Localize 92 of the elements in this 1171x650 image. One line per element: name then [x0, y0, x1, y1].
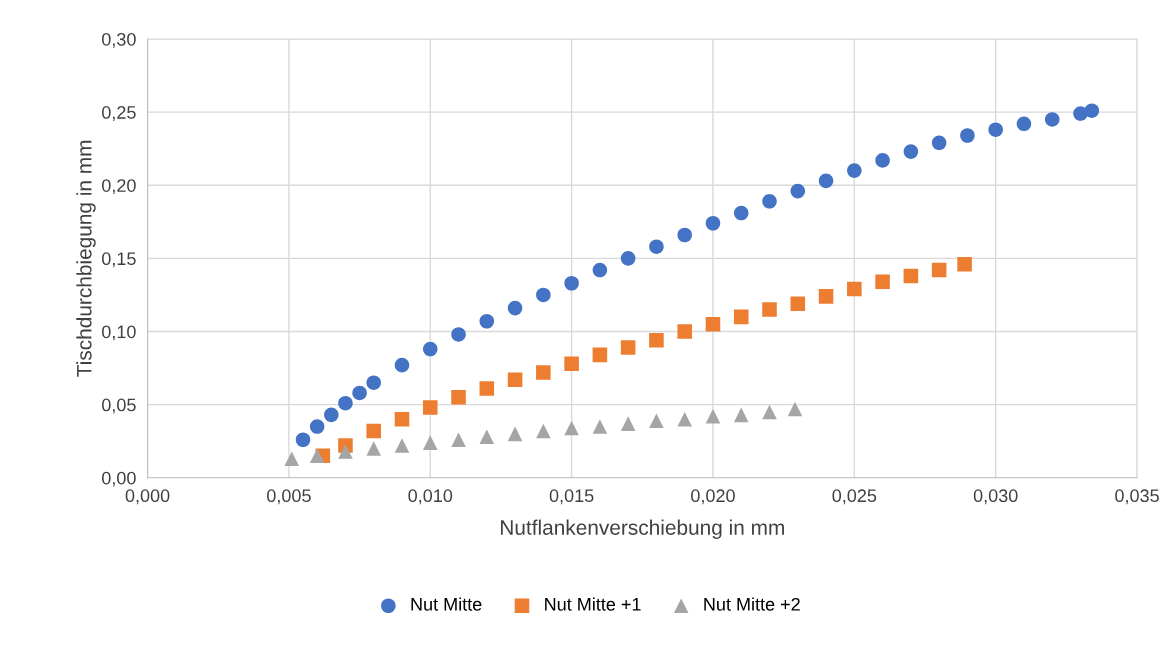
point [394, 438, 410, 453]
y-tick-label: 0,20 [102, 179, 136, 195]
point [620, 251, 636, 266]
point [931, 262, 947, 278]
legend-label: Nut Mitte [411, 597, 482, 611]
point [309, 419, 325, 434]
point [536, 287, 551, 303]
point [295, 432, 311, 448]
point [536, 423, 551, 439]
point [957, 256, 972, 272]
point [592, 419, 608, 434]
point [705, 409, 721, 424]
point [451, 390, 466, 405]
point [324, 407, 339, 423]
point [394, 357, 410, 373]
point [1044, 112, 1060, 127]
point [451, 432, 466, 448]
point [422, 400, 438, 415]
point [284, 451, 300, 467]
legend-label: Nut Mitte +2 [704, 597, 800, 611]
point [338, 395, 353, 411]
point [903, 144, 919, 159]
point [733, 205, 749, 221]
x-tick-label: 0,035 [1115, 489, 1159, 505]
point [366, 441, 381, 456]
point [352, 385, 367, 401]
point [649, 413, 664, 428]
point [762, 194, 777, 209]
x-tick-label: 0,005 [267, 489, 311, 505]
y-tick-label: 0,00 [102, 471, 136, 487]
point [338, 444, 353, 459]
y-tick-label: 0,15 [102, 252, 136, 268]
point [620, 340, 636, 355]
point [705, 215, 721, 231]
point [875, 153, 890, 168]
point [366, 375, 381, 390]
point [592, 262, 608, 278]
point [1084, 103, 1100, 118]
point [536, 365, 551, 380]
point [677, 411, 692, 427]
point [790, 183, 806, 199]
point [422, 435, 438, 450]
point [564, 275, 579, 291]
point [507, 426, 523, 442]
point [705, 316, 721, 332]
point [960, 128, 975, 143]
point [479, 429, 495, 445]
point [422, 341, 438, 357]
point [875, 274, 890, 290]
point [762, 302, 777, 317]
point [931, 135, 947, 151]
point [592, 347, 608, 363]
point [790, 296, 806, 311]
y-tick-label: 0,30 [102, 32, 136, 48]
point [733, 309, 749, 325]
point [988, 122, 1003, 137]
point [451, 327, 466, 342]
point [818, 173, 834, 189]
point [787, 401, 803, 417]
y-axis-title: Tischdurchbiegung in mm [76, 140, 96, 377]
y-tick-label: 0,25 [102, 106, 136, 121]
x-tick-label: 0,025 [832, 489, 877, 505]
point [366, 423, 381, 439]
point [479, 381, 495, 396]
x-axis-title: Nutflankenverschiebung in mm [501, 519, 784, 539]
point [903, 268, 919, 284]
x-tick-label: 0,000 [125, 489, 170, 505]
point [309, 448, 325, 464]
point [818, 289, 834, 304]
x-tick-label: 0,010 [408, 489, 453, 505]
point [507, 300, 523, 316]
point [847, 163, 862, 178]
point [847, 281, 862, 297]
point [677, 324, 692, 339]
point [762, 404, 777, 420]
point [1016, 116, 1032, 132]
x-tick-label: 0,030 [973, 489, 1018, 505]
y-tick-label: 0,10 [102, 325, 136, 341]
point [564, 356, 579, 371]
point [649, 332, 664, 348]
point [507, 372, 523, 388]
point [649, 239, 664, 254]
legend-label: Nut Mitte +1 [545, 597, 641, 611]
point [620, 416, 636, 431]
point [479, 313, 495, 329]
point [733, 407, 749, 423]
point [564, 420, 579, 436]
point [677, 227, 692, 243]
x-tick-label: 0,020 [691, 489, 735, 505]
y-tick-label: 0,05 [102, 398, 136, 414]
point [394, 411, 410, 427]
x-tick-label: 0,015 [549, 489, 594, 505]
